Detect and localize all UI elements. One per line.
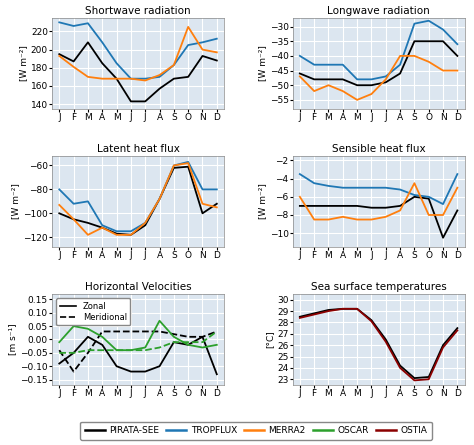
Legend: PIRATA-SEE, TROPFLUX, MERRA2, OSCAR, OSTIA: PIRATA-SEE, TROPFLUX, MERRA2, OSCAR, OST… <box>80 421 432 440</box>
Title: Sea surface temperatures: Sea surface temperatures <box>311 282 447 292</box>
Title: Sensible heat flux: Sensible heat flux <box>332 144 426 154</box>
Title: Shortwave radiation: Shortwave radiation <box>85 6 191 16</box>
Y-axis label: [W m⁻²]: [W m⁻²] <box>258 45 267 81</box>
Y-axis label: [m s⁻¹]: [m s⁻¹] <box>9 324 18 355</box>
Y-axis label: [W m⁻²]: [W m⁻²] <box>11 183 20 219</box>
Title: Latent heat flux: Latent heat flux <box>97 144 180 154</box>
Y-axis label: [°C]: [°C] <box>265 331 274 348</box>
Title: Horizontal Velocities: Horizontal Velocities <box>85 282 191 292</box>
Y-axis label: [W m⁻²]: [W m⁻²] <box>258 183 267 219</box>
Legend: Zonal, Meridional: Zonal, Meridional <box>56 298 130 325</box>
Y-axis label: [W m⁻²]: [W m⁻²] <box>19 45 28 81</box>
Title: Longwave radiation: Longwave radiation <box>327 6 430 16</box>
